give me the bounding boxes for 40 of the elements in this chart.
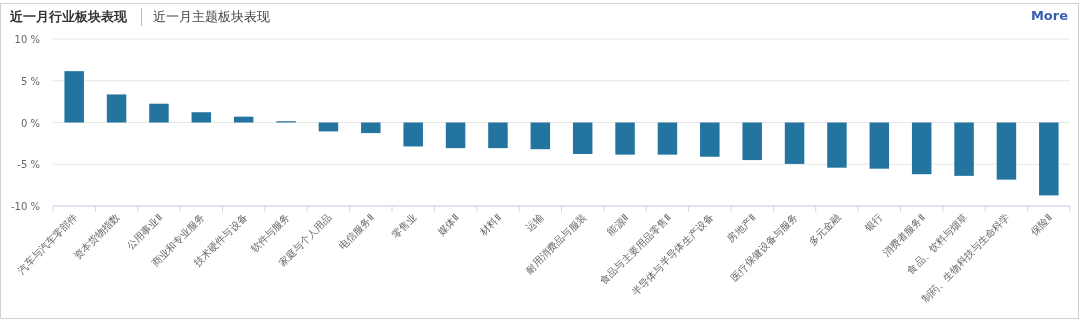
bar [572, 122, 593, 154]
x-tick-label: 银行 [862, 211, 885, 235]
bar [700, 122, 720, 157]
bar [233, 116, 254, 123]
bar [784, 122, 805, 164]
text: More [1030, 8, 1069, 23]
bar [911, 122, 932, 175]
y-tick-label: 0 % [20, 117, 40, 129]
bar [827, 122, 847, 168]
y-tick-label: 10 % [14, 34, 40, 45]
bar [403, 122, 423, 147]
bar [149, 103, 169, 123]
x-tick-label: 电信服务Ⅱ [336, 211, 377, 252]
bar [1039, 122, 1059, 196]
x-tick-label: 媒体Ⅱ [435, 211, 461, 238]
bar [996, 122, 1017, 180]
bar [869, 122, 890, 169]
y-tick-label: -10 % [10, 201, 40, 212]
bar [530, 122, 551, 150]
bar [615, 122, 635, 155]
bar [657, 122, 678, 155]
bar [64, 71, 84, 123]
y-tick-label: -5 % [17, 159, 40, 171]
bar [361, 122, 381, 134]
y-tick-label: 5 % [20, 75, 40, 87]
bar [954, 122, 974, 176]
x-tick-label: 能源Ⅱ [605, 211, 631, 238]
x-tick-label: 运输 [523, 211, 546, 234]
bar [106, 94, 127, 123]
bar [742, 122, 762, 161]
x-tick-label: 保险Ⅱ [1028, 211, 1055, 238]
x-tick-label: 材料Ⅱ [477, 211, 504, 238]
bar [488, 122, 508, 149]
x-tick-label: 房地产Ⅱ [725, 211, 758, 245]
chart-subtitle: 近一月主题板块表现 [153, 9, 270, 24]
x-tick-label: 零售业 [389, 211, 419, 241]
bar [445, 122, 466, 149]
chart-title: 近一月行业板块表现 [9, 9, 128, 24]
bar [191, 112, 212, 123]
x-tick-label: 多元金融 [806, 211, 843, 248]
